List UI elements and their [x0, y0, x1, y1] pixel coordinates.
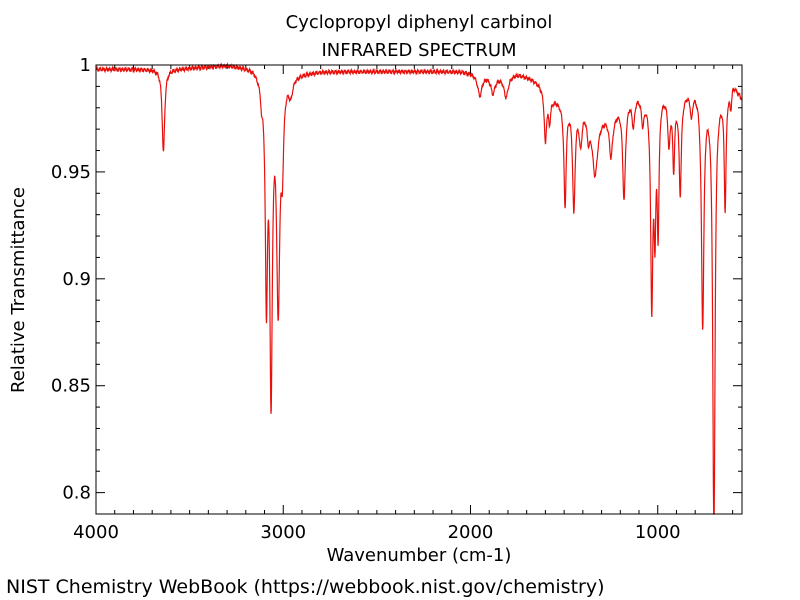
x-axis-label: Wavenumber (cm-1): [327, 545, 512, 566]
spectrum-series-line: [95, 61, 743, 515]
y-tick-label: 0.9: [62, 269, 91, 290]
chart-title: Cyclopropyl diphenyl carbinol: [286, 12, 553, 33]
plot-frame: [95, 64, 743, 515]
tick-labels: 4000 3000 2000 1000 0.8 0.85 0.9 0.95 1: [51, 55, 681, 543]
chart-subtitle: INFRARED SPECTRUM: [321, 40, 516, 61]
axis-ticks: [95, 64, 742, 515]
y-tick-label: 0.85: [51, 376, 91, 397]
x-tick-label: 3000: [260, 522, 306, 543]
x-tick-label: 2000: [448, 522, 494, 543]
y-tick-label: 1: [80, 55, 91, 76]
footer-source-credit: NIST Chemistry WebBook (https://webbook.…: [6, 576, 605, 598]
y-tick-label: 0.95: [51, 162, 91, 183]
y-axis-label: Relative Transmittance: [8, 187, 29, 393]
x-tick-label: 1000: [635, 522, 681, 543]
y-tick-label: 0.8: [62, 483, 91, 504]
x-tick-label: 4000: [73, 522, 119, 543]
